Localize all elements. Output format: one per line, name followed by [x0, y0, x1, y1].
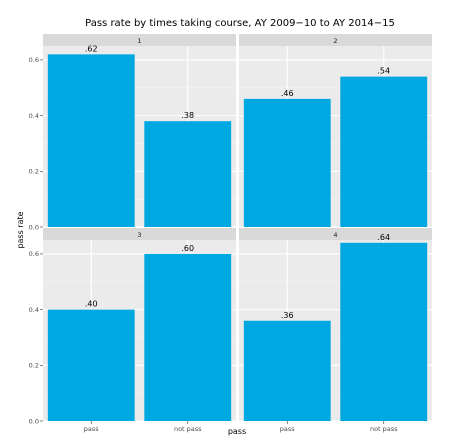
y-tick-label: 0.4	[29, 112, 39, 120]
facet-strip	[239, 228, 432, 240]
facet-strip-label: 3	[137, 231, 141, 239]
data-label: .64	[377, 233, 390, 242]
facet-strip-label: 4	[333, 231, 337, 239]
bar-pass	[47, 309, 135, 421]
facet-strip-label: 1	[137, 37, 141, 45]
y-tick-label: 0.6	[29, 250, 39, 258]
bar-not-pass	[144, 253, 232, 421]
facet-strip	[239, 34, 432, 46]
y-tick-label: 0.0	[29, 223, 39, 231]
x-axis-title: pass	[228, 427, 246, 436]
x-tick-label: pass	[280, 425, 295, 433]
chart-title: Pass rate by times taking course, AY 200…	[85, 18, 395, 29]
facet-panels: 1 .62 .38 0.0 0.2 0.4 0.6 2 .46 .54 3 .40 .60 0.0 0.2 0…	[29, 34, 432, 433]
facet-panel-2: 2 .46 .54	[239, 34, 432, 228]
x-tick-label: not pass	[174, 425, 202, 433]
bar-pass	[243, 320, 331, 421]
bar-not-pass	[144, 121, 232, 227]
y-tick-label: 0.4	[29, 306, 39, 314]
y-tick-label: 0.0	[29, 417, 39, 425]
data-label: .62	[85, 44, 98, 53]
facet-panel-1: 1 .62 .38 0.0 0.2 0.4 0.6	[29, 34, 236, 231]
data-label: .36	[281, 311, 294, 320]
facet-strip	[43, 34, 236, 46]
data-label: .38	[181, 111, 194, 120]
data-label: .60	[181, 244, 194, 253]
facet-strip-label: 2	[333, 37, 337, 45]
x-tick-label: not pass	[370, 425, 398, 433]
y-axis-title: pass rate	[16, 211, 25, 248]
data-label: .40	[85, 300, 98, 309]
y-tick-label: 0.6	[29, 56, 39, 64]
y-tick-label: 0.2	[29, 362, 39, 370]
x-tick-label: pass	[84, 425, 99, 433]
facet-panel-3: 3 .40 .60 0.0 0.2 0.4 0.6 pass not pass	[29, 228, 236, 433]
data-label: .46	[281, 89, 294, 98]
bar-not-pass	[340, 76, 428, 227]
bar-pass	[47, 54, 135, 227]
bar-not-pass	[340, 242, 428, 421]
facet-panel-4: 4 .36 .64 pass not pass	[239, 228, 432, 433]
facet-strip	[43, 228, 236, 240]
bar-pass	[243, 98, 331, 228]
data-label: .54	[377, 67, 390, 76]
y-tick-label: 0.2	[29, 168, 39, 176]
